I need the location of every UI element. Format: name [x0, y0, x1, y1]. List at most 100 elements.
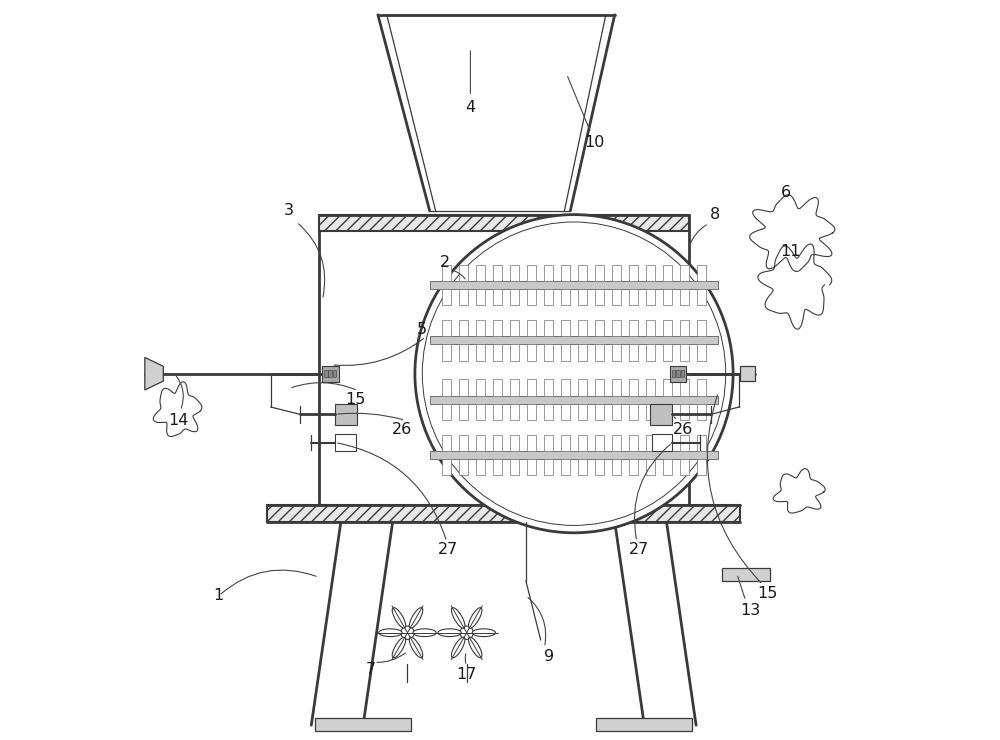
Bar [442, 434, 451, 451]
Bar [493, 434, 502, 451]
Bar [646, 265, 655, 281]
Bar [430, 395, 718, 404]
Text: 27: 27 [438, 542, 458, 557]
Circle shape [415, 215, 733, 533]
Bar [430, 451, 718, 459]
Bar [672, 370, 675, 377]
Ellipse shape [413, 629, 436, 636]
Bar [663, 289, 672, 306]
Ellipse shape [469, 637, 482, 658]
Ellipse shape [392, 608, 406, 628]
Bar [629, 289, 638, 306]
Bar [493, 379, 502, 395]
Bar [319, 215, 689, 231]
Bar [459, 459, 468, 476]
Bar [459, 289, 468, 306]
Bar [663, 379, 672, 395]
Bar [578, 265, 587, 281]
Bar [476, 320, 485, 337]
Ellipse shape [472, 629, 495, 636]
Bar [681, 370, 684, 377]
Bar [650, 404, 672, 425]
Bar [333, 370, 336, 377]
Ellipse shape [451, 608, 465, 628]
Bar [652, 434, 672, 451]
Bar [544, 344, 553, 360]
Ellipse shape [460, 626, 473, 639]
Circle shape [422, 222, 726, 525]
Bar [612, 265, 621, 281]
Bar [595, 434, 604, 451]
Bar [544, 379, 553, 395]
Bar [578, 404, 587, 420]
Bar [595, 265, 604, 281]
Ellipse shape [438, 629, 461, 636]
Bar [335, 434, 356, 451]
Bar [561, 434, 570, 451]
Bar [510, 459, 519, 476]
Text: 26: 26 [673, 422, 693, 437]
Bar [544, 320, 553, 337]
Text: 3: 3 [284, 204, 294, 218]
Bar [561, 404, 570, 420]
Bar [697, 434, 706, 451]
Text: 1: 1 [214, 588, 224, 603]
Bar [493, 404, 502, 420]
Bar [335, 404, 357, 425]
Bar [510, 434, 519, 451]
Bar [595, 344, 604, 360]
Bar [595, 320, 604, 337]
Text: 14: 14 [168, 413, 188, 428]
Bar [612, 434, 621, 451]
Text: 11: 11 [781, 244, 801, 259]
Bar [527, 265, 536, 281]
Bar [646, 404, 655, 420]
Text: 8: 8 [709, 207, 720, 222]
Bar [527, 320, 536, 337]
Polygon shape [740, 366, 755, 381]
Bar [561, 379, 570, 395]
Bar [510, 404, 519, 420]
Bar [680, 379, 689, 395]
Bar [670, 366, 686, 382]
Bar [476, 344, 485, 360]
Bar [476, 289, 485, 306]
Bar [476, 379, 485, 395]
Bar [493, 344, 502, 360]
Bar [629, 404, 638, 420]
Text: 4: 4 [465, 100, 475, 115]
Bar [544, 404, 553, 420]
Bar [510, 379, 519, 395]
Bar [476, 404, 485, 420]
Bar [493, 320, 502, 337]
Bar [510, 320, 519, 337]
Bar [476, 459, 485, 476]
Bar [442, 404, 451, 420]
Bar [663, 344, 672, 360]
Bar [527, 434, 536, 451]
Bar [561, 289, 570, 306]
Bar [612, 344, 621, 360]
Bar [646, 320, 655, 337]
Ellipse shape [379, 629, 402, 636]
Bar [527, 459, 536, 476]
Bar [722, 568, 770, 581]
Bar [595, 289, 604, 306]
Bar [430, 281, 718, 289]
Bar [578, 320, 587, 337]
Ellipse shape [409, 637, 423, 658]
Bar [629, 344, 638, 360]
Bar [315, 718, 411, 731]
Bar [595, 404, 604, 420]
Bar [527, 344, 536, 360]
Bar [544, 434, 553, 451]
Text: 2: 2 [439, 255, 450, 270]
Bar [544, 265, 553, 281]
Bar [544, 459, 553, 476]
Bar [646, 434, 655, 451]
Polygon shape [145, 357, 163, 390]
Bar [493, 289, 502, 306]
Bar [561, 459, 570, 476]
Bar [324, 370, 328, 377]
Bar [459, 265, 468, 281]
